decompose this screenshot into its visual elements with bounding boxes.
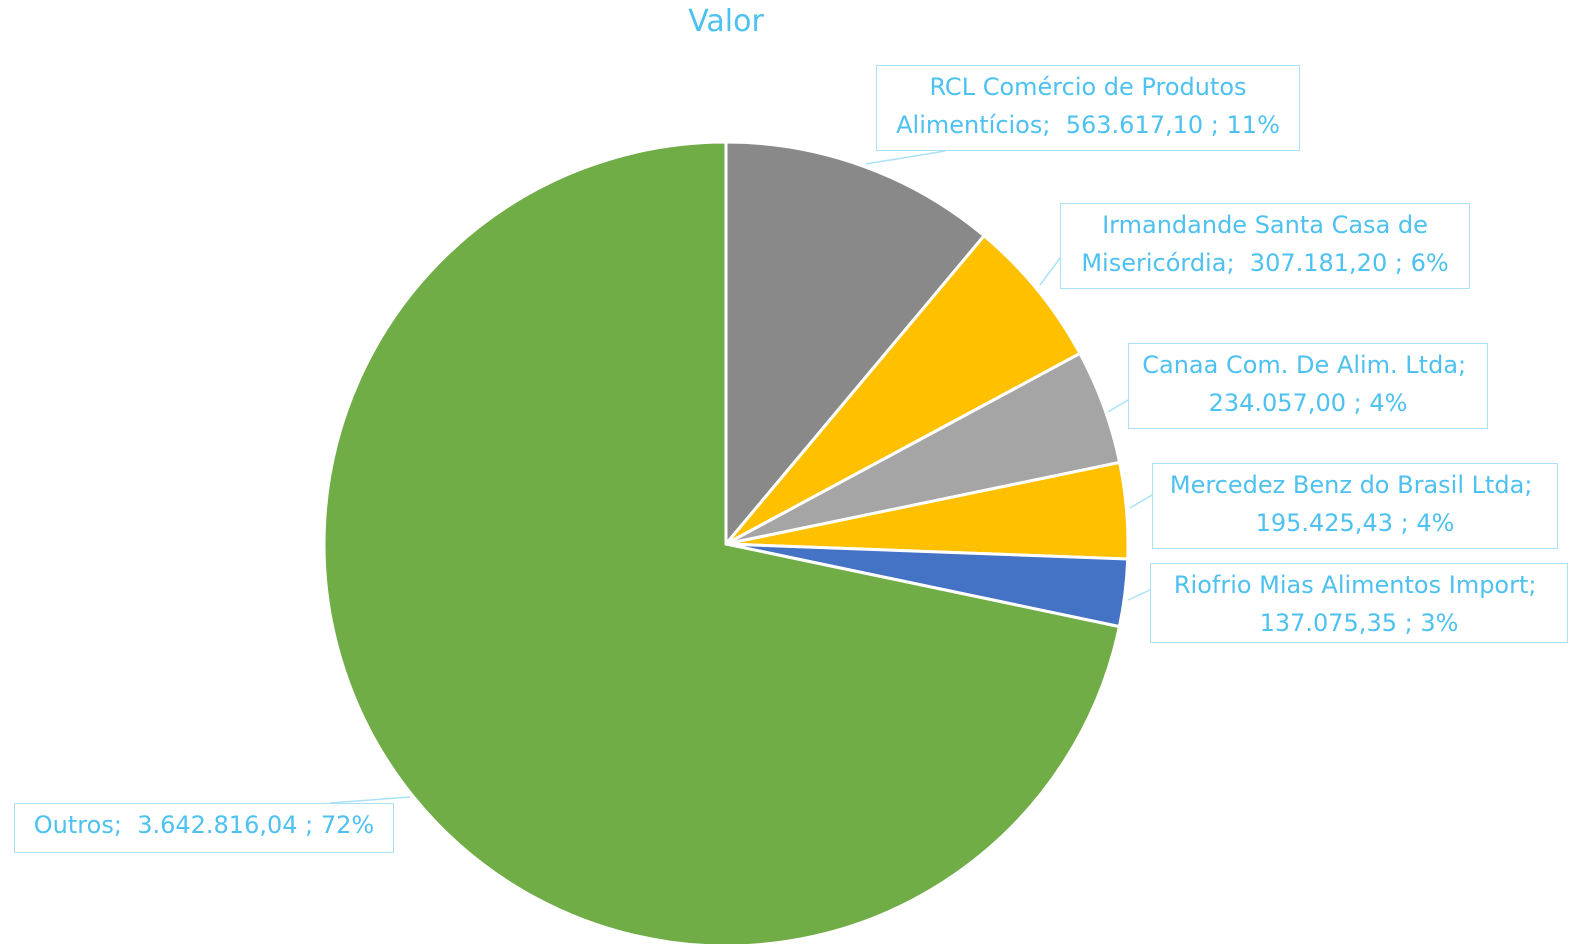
label-percent: 72%	[320, 811, 375, 839]
label-separator: ;	[305, 811, 314, 839]
label-separator: ;	[1404, 609, 1413, 637]
label-separator: ;	[1458, 351, 1467, 379]
label-separator: ;	[1210, 111, 1219, 139]
label-percent: 4%	[1369, 389, 1408, 417]
data-label: Mercedez Benz do Brasil Ltda; 195.425,43…	[1152, 463, 1558, 549]
label-percent: 4%	[1416, 509, 1455, 537]
label-separator: ;	[1524, 471, 1533, 499]
pie-slice	[322, 140, 1122, 944]
label-separator: ;	[1528, 571, 1537, 599]
label-separator: ;	[1042, 111, 1051, 139]
label-percent: 3%	[1420, 609, 1459, 637]
leader-lines	[329, 150, 1153, 804]
label-percent: 11%	[1226, 111, 1280, 139]
label-separator: ;	[1394, 249, 1403, 277]
data-label: Outros; 3.642.816,04 ; 72%	[14, 803, 394, 853]
label-category: Irmandande Santa Casa de Misericórdia	[1081, 211, 1428, 277]
data-label: Riofrio Mias Alimentos Import; 137.075,3…	[1150, 563, 1568, 643]
label-category: RCL Comércio de Produtos Alimentícios	[896, 73, 1247, 139]
label-percent: 6%	[1410, 249, 1449, 277]
leader-line	[1107, 399, 1129, 413]
label-value: 234.057,00	[1208, 389, 1346, 417]
data-label: Canaa Com. De Alim. Ltda; 234.057,00 ; 4…	[1128, 343, 1488, 429]
chart-title: Valor	[688, 4, 764, 39]
leader-line	[865, 150, 946, 165]
leader-line	[329, 796, 411, 804]
pie-slice	[724, 233, 1083, 546]
leader-line	[1129, 494, 1153, 509]
label-category: Mercedez Benz do Brasil Ltda	[1169, 471, 1525, 499]
label-separator: ;	[113, 811, 122, 839]
label-separator: ;	[1353, 389, 1362, 417]
label-category: Canaa Com. De Alim. Ltda	[1142, 351, 1459, 379]
leader-line	[1127, 589, 1151, 601]
label-category: Outros	[33, 811, 114, 839]
label-value: 563.617,10	[1065, 111, 1204, 139]
data-label: RCL Comércio de Produtos Alimentícios; 5…	[876, 65, 1300, 151]
label-category: Riofrio Mias Alimentos Import	[1173, 571, 1529, 599]
label-value: 3.642.816,04	[137, 811, 298, 839]
pie-slice	[724, 140, 987, 549]
label-value: 137.075,35	[1259, 609, 1397, 637]
label-value: 195.425,43	[1255, 509, 1393, 537]
data-label: Irmandande Santa Casa de Misericórdia; 3…	[1060, 203, 1470, 289]
label-separator: ;	[1226, 249, 1235, 277]
label-separator: ;	[1400, 509, 1409, 537]
label-value: 307.181,20	[1249, 249, 1388, 277]
